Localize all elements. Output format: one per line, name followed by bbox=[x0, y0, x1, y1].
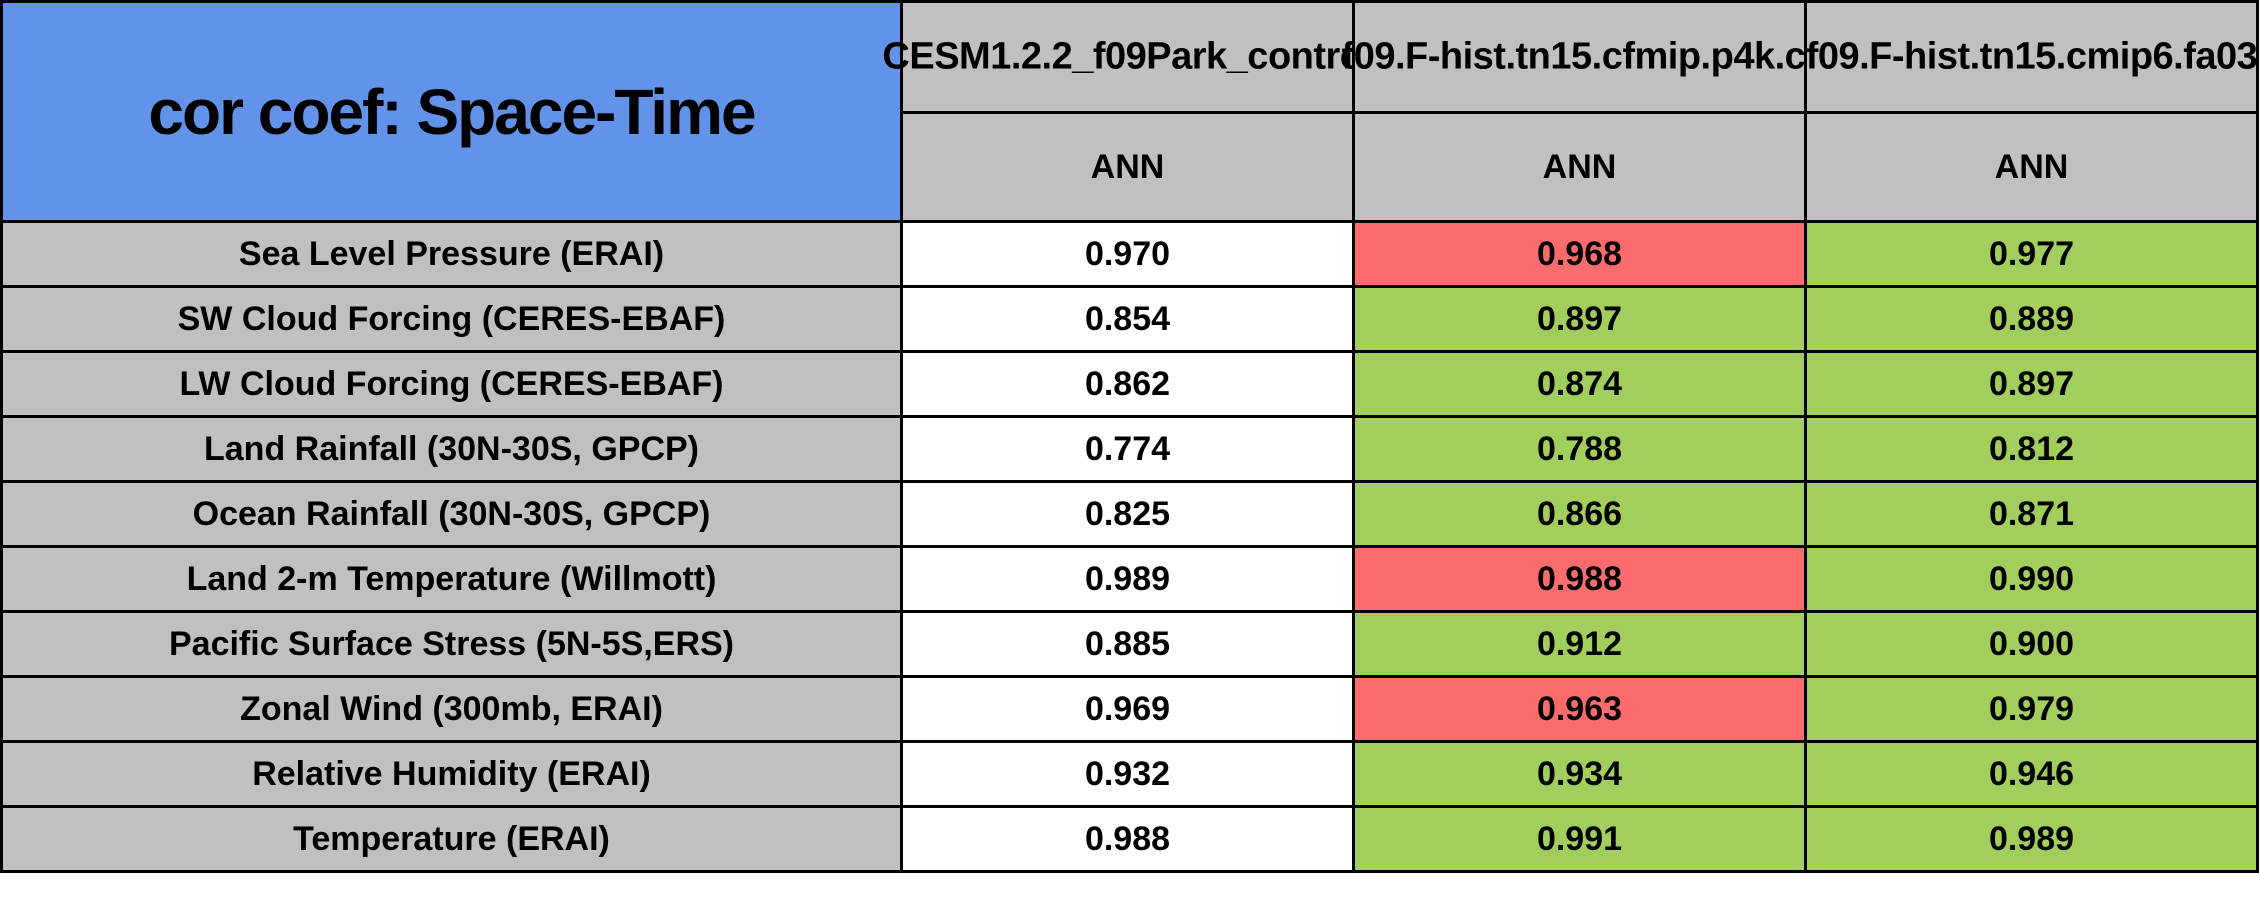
table-row: Land Rainfall (30N-30S, GPCP) 0.774 0.78… bbox=[0, 415, 2259, 483]
row-label: Pacific Surface Stress (5N-5S,ERS) bbox=[0, 610, 903, 678]
value-cell: 0.989 bbox=[900, 545, 1355, 613]
value-cell: 0.912 bbox=[1352, 610, 1807, 678]
value-cell: 0.970 bbox=[900, 220, 1355, 288]
value-cell: 0.874 bbox=[1352, 350, 1807, 418]
value-cell: 0.897 bbox=[1804, 350, 2259, 418]
model-name: f09.F-hist.tn15.cmip6.fa03 bbox=[1805, 35, 2258, 78]
table-row: Ocean Rainfall (30N-30S, GPCP) 0.825 0.8… bbox=[0, 480, 2259, 548]
value-cell: 0.897 bbox=[1352, 285, 1807, 353]
value-cell: 0.788 bbox=[1352, 415, 1807, 483]
value-cell: 0.988 bbox=[1352, 545, 1807, 613]
value-cell: 0.932 bbox=[900, 740, 1355, 808]
value-cell: 0.812 bbox=[1804, 415, 2259, 483]
value-cell: 0.969 bbox=[900, 675, 1355, 743]
model-name: CESM1.2.2_f09Park_control bbox=[882, 35, 1373, 78]
table-row: Relative Humidity (ERAI) 0.932 0.934 0.9… bbox=[0, 740, 2259, 808]
model-header-col1: CESM1.2.2_f09Park_control bbox=[882, 0, 1373, 114]
row-label: LW Cloud Forcing (CERES-EBAF) bbox=[0, 350, 903, 418]
value-cell: 0.979 bbox=[1804, 675, 2259, 743]
table-row: Sea Level Pressure (ERAI) 0.970 0.968 0.… bbox=[0, 220, 2259, 288]
value-cell: 0.889 bbox=[1804, 285, 2259, 353]
value-cell: 0.825 bbox=[900, 480, 1355, 548]
row-label: Sea Level Pressure (ERAI) bbox=[0, 220, 903, 288]
table-row: Temperature (ERAI) 0.988 0.991 0.989 bbox=[0, 805, 2259, 873]
correlation-table: cor coef: Space-Time CESM1.2.2_f09Park_c… bbox=[0, 0, 2259, 873]
model-header-col3: f09.F-hist.tn15.cmip6.fa03 bbox=[1804, 0, 2259, 114]
table-row: Zonal Wind (300mb, ERAI) 0.969 0.963 0.9… bbox=[0, 675, 2259, 743]
model-header-row: cor coef: Space-Time CESM1.2.2_f09Park_c… bbox=[0, 0, 2259, 223]
row-label: Ocean Rainfall (30N-30S, GPCP) bbox=[0, 480, 903, 548]
row-label: Land Rainfall (30N-30S, GPCP) bbox=[0, 415, 903, 483]
table-row: Pacific Surface Stress (5N-5S,ERS) 0.885… bbox=[0, 610, 2259, 678]
value-cell: 0.989 bbox=[1804, 805, 2259, 873]
value-cell: 0.885 bbox=[900, 610, 1355, 678]
value-cell: 0.991 bbox=[1352, 805, 1807, 873]
season-header-col1: ANN bbox=[900, 111, 1355, 223]
table-title: cor coef: Space-Time bbox=[0, 0, 903, 223]
table-row: LW Cloud Forcing (CERES-EBAF) 0.862 0.87… bbox=[0, 350, 2259, 418]
value-cell: 0.946 bbox=[1804, 740, 2259, 808]
row-label: Land 2-m Temperature (Willmott) bbox=[0, 545, 903, 613]
row-label: SW Cloud Forcing (CERES-EBAF) bbox=[0, 285, 903, 353]
season-header-col3: ANN bbox=[1804, 111, 2259, 223]
value-cell: 0.900 bbox=[1804, 610, 2259, 678]
value-cell: 0.934 bbox=[1352, 740, 1807, 808]
row-label: Zonal Wind (300mb, ERAI) bbox=[0, 675, 903, 743]
row-label: Relative Humidity (ERAI) bbox=[0, 740, 903, 808]
value-cell: 0.990 bbox=[1804, 545, 2259, 613]
model-name: f09.F-hist.tn15.cfmip.p4k.cf bbox=[1341, 35, 1818, 78]
table-row: SW Cloud Forcing (CERES-EBAF) 0.854 0.89… bbox=[0, 285, 2259, 353]
season-header-col2: ANN bbox=[1352, 111, 1807, 223]
table-row: Land 2-m Temperature (Willmott) 0.989 0.… bbox=[0, 545, 2259, 613]
value-cell: 0.963 bbox=[1352, 675, 1807, 743]
value-cell: 0.977 bbox=[1804, 220, 2259, 288]
row-label: Temperature (ERAI) bbox=[0, 805, 903, 873]
value-cell: 0.968 bbox=[1352, 220, 1807, 288]
value-cell: 0.988 bbox=[900, 805, 1355, 873]
value-cell: 0.854 bbox=[900, 285, 1355, 353]
value-cell: 0.866 bbox=[1352, 480, 1807, 548]
season-header-row: ANN ANN ANN bbox=[2, 111, 2259, 223]
model-header-col2: f09.F-hist.tn15.cfmip.p4k.cf bbox=[1342, 0, 1818, 114]
value-cell: 0.871 bbox=[1804, 480, 2259, 548]
value-cell: 0.862 bbox=[900, 350, 1355, 418]
value-cell: 0.774 bbox=[900, 415, 1355, 483]
